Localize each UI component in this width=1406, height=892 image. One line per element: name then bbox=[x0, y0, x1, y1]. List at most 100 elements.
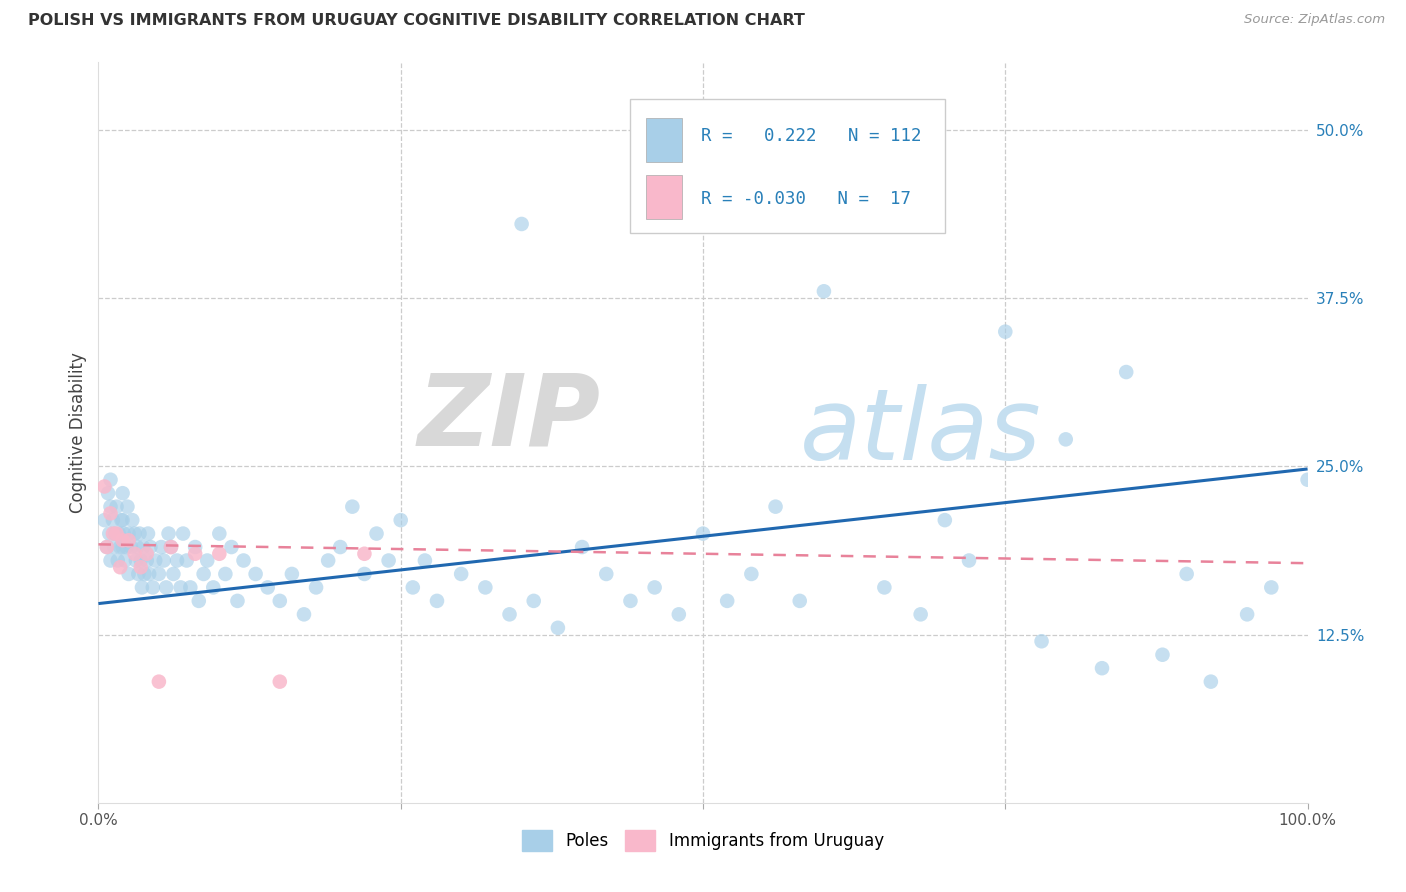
Legend: Poles, Immigrants from Uruguay: Poles, Immigrants from Uruguay bbox=[516, 823, 890, 857]
Poles bbox=[101, 513, 124, 527]
Immigrants from Uruguay bbox=[148, 674, 170, 689]
Poles bbox=[329, 540, 352, 554]
Poles bbox=[115, 540, 138, 554]
Poles bbox=[129, 553, 152, 567]
Poles bbox=[96, 540, 118, 554]
Poles bbox=[716, 594, 738, 608]
Poles bbox=[179, 581, 201, 595]
Poles bbox=[226, 594, 249, 608]
Immigrants from Uruguay bbox=[93, 479, 115, 493]
Text: R =   0.222   N = 112: R = 0.222 N = 112 bbox=[700, 128, 921, 145]
Poles bbox=[148, 566, 170, 581]
Poles bbox=[1091, 661, 1114, 675]
Poles bbox=[571, 540, 593, 554]
Poles bbox=[139, 540, 162, 554]
Poles bbox=[1115, 365, 1137, 379]
Text: POLISH VS IMMIGRANTS FROM URUGUAY COGNITIVE DISABILITY CORRELATION CHART: POLISH VS IMMIGRANTS FROM URUGUAY COGNIT… bbox=[28, 13, 806, 29]
Poles bbox=[135, 553, 157, 567]
Poles bbox=[595, 566, 617, 581]
Poles bbox=[110, 513, 132, 527]
Immigrants from Uruguay bbox=[111, 533, 134, 548]
Poles bbox=[169, 581, 191, 595]
Poles bbox=[111, 486, 134, 500]
Poles bbox=[111, 513, 134, 527]
Poles bbox=[957, 553, 980, 567]
Poles bbox=[281, 566, 304, 581]
Poles bbox=[118, 526, 141, 541]
Poles bbox=[813, 285, 835, 299]
Poles bbox=[1054, 433, 1077, 447]
Poles bbox=[474, 581, 496, 595]
Poles bbox=[366, 526, 388, 541]
Poles bbox=[103, 540, 125, 554]
Poles bbox=[184, 540, 207, 554]
Immigrants from Uruguay bbox=[105, 526, 128, 541]
Poles bbox=[269, 594, 291, 608]
Poles bbox=[994, 325, 1017, 339]
Immigrants from Uruguay bbox=[135, 547, 157, 561]
Text: R = -0.030   N =  17: R = -0.030 N = 17 bbox=[700, 190, 911, 209]
Poles bbox=[644, 581, 666, 595]
Poles bbox=[118, 566, 141, 581]
Poles bbox=[245, 566, 267, 581]
Poles bbox=[120, 540, 142, 554]
Poles bbox=[934, 513, 956, 527]
Poles bbox=[142, 581, 165, 595]
Poles bbox=[789, 594, 811, 608]
Poles bbox=[195, 553, 218, 567]
Immigrants from Uruguay bbox=[124, 547, 146, 561]
Poles bbox=[127, 540, 149, 554]
Poles bbox=[162, 566, 184, 581]
Poles bbox=[166, 553, 188, 567]
Poles bbox=[121, 513, 143, 527]
Poles bbox=[692, 526, 714, 541]
Poles bbox=[98, 526, 121, 541]
Poles bbox=[342, 500, 364, 514]
Immigrants from Uruguay bbox=[160, 540, 183, 554]
Poles bbox=[97, 486, 120, 500]
Poles bbox=[143, 553, 166, 567]
Poles bbox=[214, 566, 236, 581]
Poles bbox=[112, 526, 135, 541]
Poles bbox=[619, 594, 641, 608]
Immigrants from Uruguay bbox=[118, 533, 141, 548]
Poles bbox=[125, 553, 148, 567]
Poles bbox=[136, 526, 159, 541]
Poles bbox=[232, 553, 254, 567]
Poles bbox=[668, 607, 690, 622]
Poles bbox=[124, 526, 146, 541]
Poles bbox=[910, 607, 932, 622]
Poles bbox=[187, 594, 209, 608]
Poles bbox=[104, 526, 127, 541]
Poles bbox=[208, 526, 231, 541]
Poles bbox=[1260, 581, 1282, 595]
FancyBboxPatch shape bbox=[647, 118, 682, 162]
Poles bbox=[402, 581, 425, 595]
Poles bbox=[498, 607, 520, 622]
Poles bbox=[100, 473, 122, 487]
Poles bbox=[138, 566, 160, 581]
Immigrants from Uruguay bbox=[100, 507, 122, 521]
Poles bbox=[450, 566, 472, 581]
Poles bbox=[256, 581, 278, 595]
Poles bbox=[765, 500, 787, 514]
Poles bbox=[202, 581, 225, 595]
Poles bbox=[155, 581, 177, 595]
Poles bbox=[127, 566, 149, 581]
Poles bbox=[837, 203, 859, 218]
Poles bbox=[152, 553, 174, 567]
Poles bbox=[873, 581, 896, 595]
Poles bbox=[176, 553, 198, 567]
Poles bbox=[740, 566, 762, 581]
Poles bbox=[132, 540, 155, 554]
Poles bbox=[221, 540, 243, 554]
Poles bbox=[193, 566, 215, 581]
Immigrants from Uruguay bbox=[269, 674, 291, 689]
Poles bbox=[1175, 566, 1198, 581]
Poles bbox=[157, 526, 180, 541]
Poles bbox=[1296, 473, 1319, 487]
Poles bbox=[134, 566, 156, 581]
Text: Source: ZipAtlas.com: Source: ZipAtlas.com bbox=[1244, 13, 1385, 27]
Poles bbox=[1031, 634, 1053, 648]
Poles bbox=[523, 594, 546, 608]
